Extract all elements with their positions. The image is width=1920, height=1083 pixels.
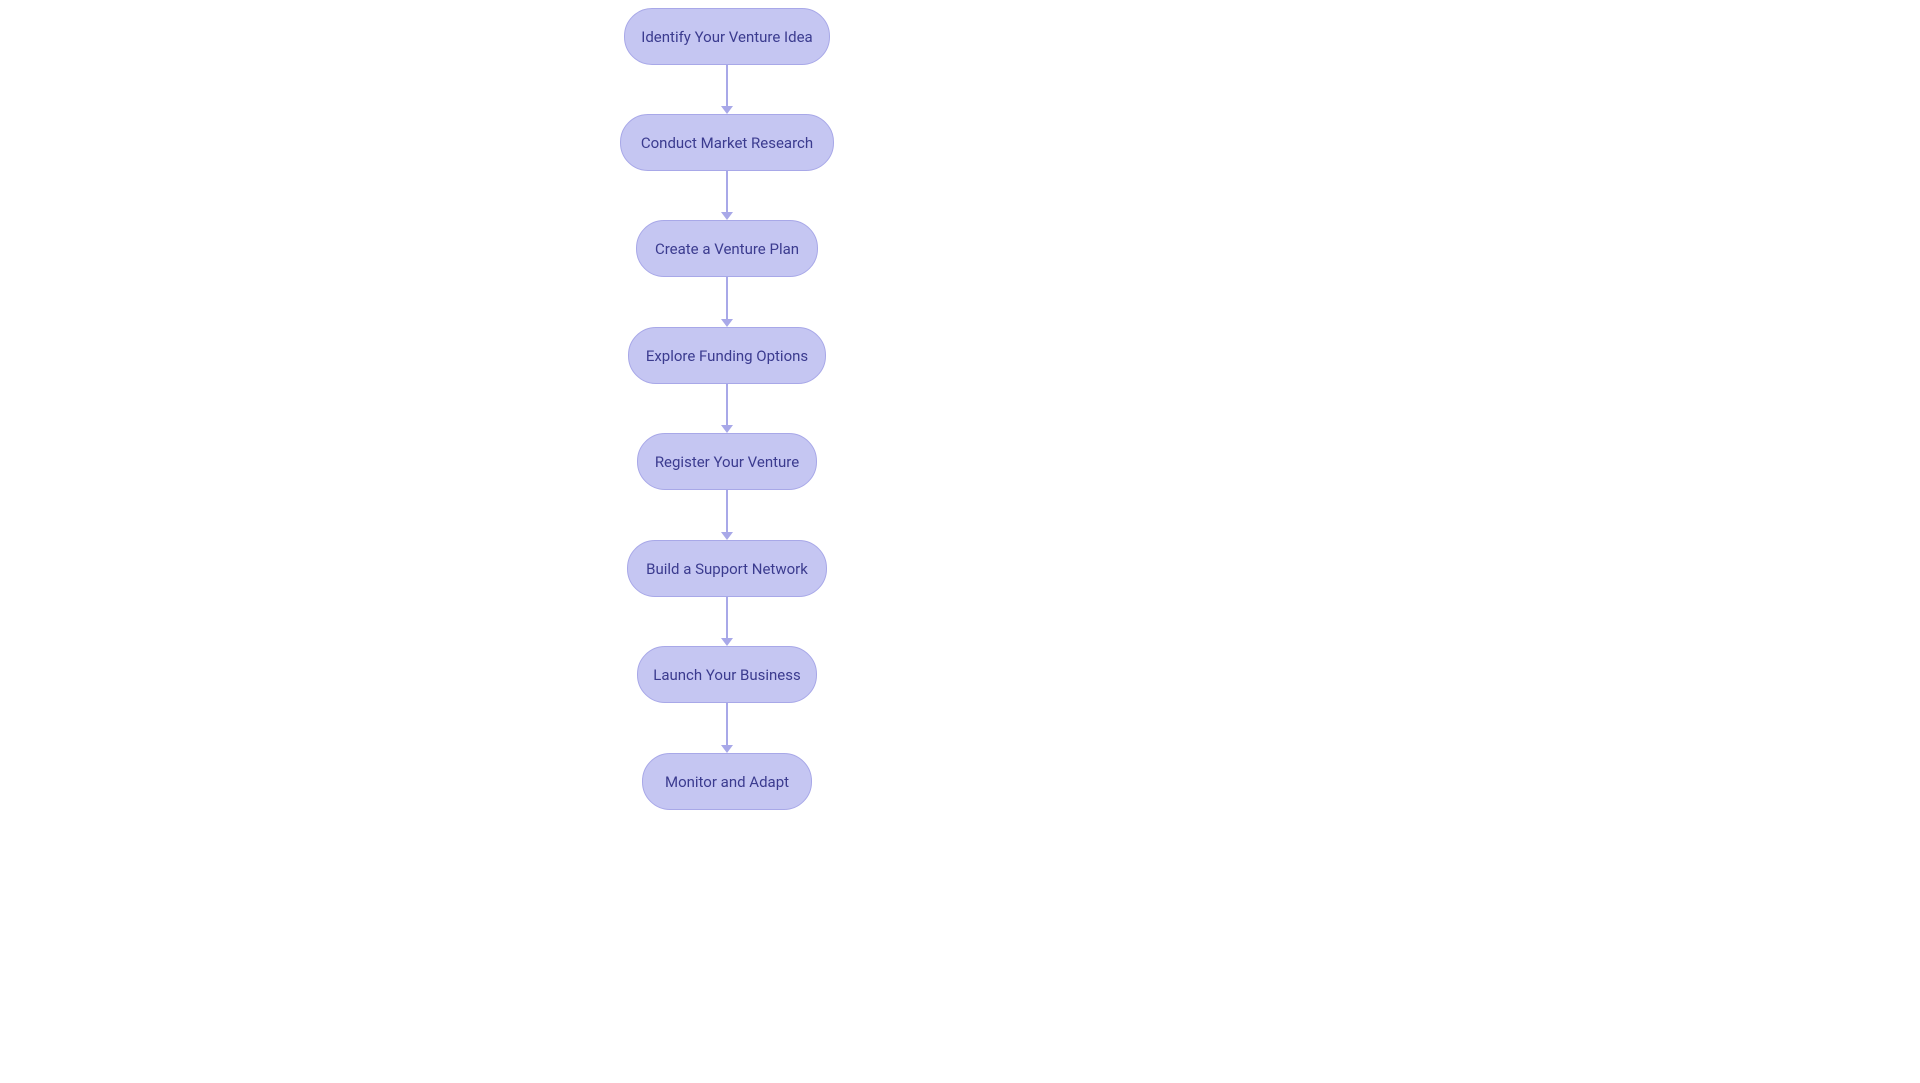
flowchart-edge-6 [726, 597, 728, 638]
flowchart-container: Identify Your Venture Idea Conduct Market… [0, 0, 1920, 1083]
flowchart-node-label: Monitor and Adapt [665, 773, 789, 791]
flowchart-node-label: Conduct Market Research [641, 134, 813, 152]
flowchart-node-1: Identify Your Venture Idea [624, 8, 830, 65]
flowchart-node-label: Create a Venture Plan [655, 240, 799, 258]
flowchart-node-4: Explore Funding Options [628, 327, 826, 384]
flowchart-node-5: Register Your Venture [637, 433, 817, 490]
flowchart-arrowhead-4 [721, 425, 733, 433]
flowchart-edge-4 [726, 384, 728, 425]
flowchart-arrowhead-2 [721, 212, 733, 220]
flowchart-node-8: Monitor and Adapt [642, 753, 812, 810]
flowchart-arrowhead-7 [721, 745, 733, 753]
flowchart-arrowhead-1 [721, 106, 733, 114]
flowchart-node-6: Build a Support Network [627, 540, 827, 597]
flowchart-edge-1 [726, 65, 728, 106]
flowchart-arrowhead-6 [721, 638, 733, 646]
flowchart-edge-3 [726, 277, 728, 319]
flowchart-edge-7 [726, 703, 728, 745]
flowchart-node-label: Explore Funding Options [646, 347, 808, 365]
flowchart-arrowhead-5 [721, 532, 733, 540]
flowchart-node-3: Create a Venture Plan [636, 220, 818, 277]
flowchart-node-7: Launch Your Business [637, 646, 817, 703]
flowchart-edge-5 [726, 490, 728, 532]
flowchart-node-label: Register Your Venture [655, 453, 799, 471]
flowchart-node-2: Conduct Market Research [620, 114, 834, 171]
flowchart-node-label: Build a Support Network [646, 560, 808, 578]
flowchart-node-label: Identify Your Venture Idea [641, 28, 812, 46]
flowchart-edge-2 [726, 171, 728, 212]
flowchart-arrowhead-3 [721, 319, 733, 327]
flowchart-node-label: Launch Your Business [653, 666, 801, 684]
